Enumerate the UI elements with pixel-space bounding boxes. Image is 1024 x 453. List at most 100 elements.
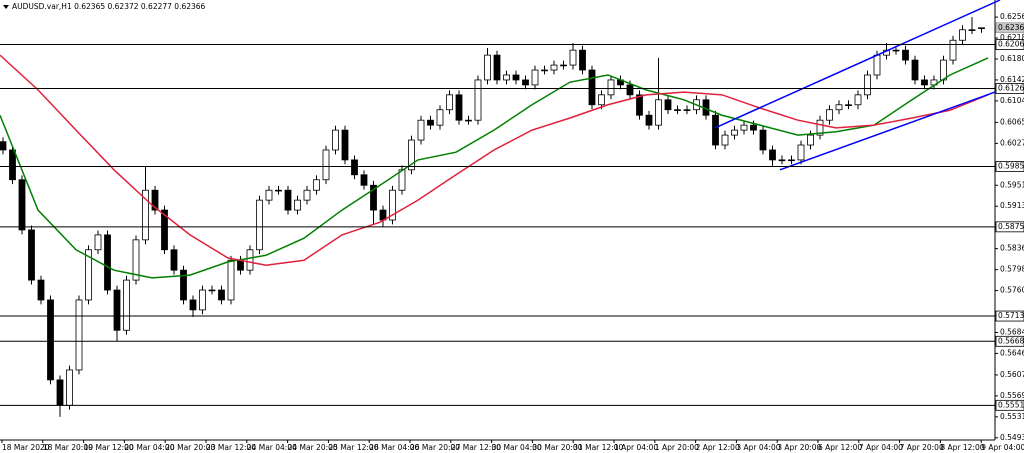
candle-body [826, 109, 833, 121]
x-tick-label: 20 Mar 20:00 [165, 443, 215, 452]
candle-body [56, 379, 64, 406]
x-tick-label: 7 Apr 20:00 [900, 443, 944, 452]
candle-body [370, 184, 377, 211]
level-label-box [995, 161, 1024, 172]
candle-body [750, 124, 757, 131]
candle-body [104, 234, 111, 291]
candle-body [436, 109, 444, 126]
chart-title: AUDUSD.var,H1 0.62365 0.62372 0.62277 0.… [12, 2, 206, 11]
candle-body [123, 279, 130, 331]
x-tick-label: 18 Mar 2020 [2, 443, 50, 452]
x-tick-label: 3 Apr 20:00 [777, 443, 821, 452]
x-tick-label: 6 Apr 12:00 [818, 443, 862, 452]
candle-body [978, 27, 985, 29]
candle-body [569, 49, 577, 66]
price-label: 0.62366 [998, 23, 1024, 32]
candle-body [275, 189, 282, 192]
candle-body [313, 179, 320, 191]
candle-body [427, 119, 434, 126]
menu-arrow[interactable] [3, 5, 9, 9]
candle-body [921, 79, 928, 86]
candle-body [788, 159, 795, 162]
candle-body [636, 94, 643, 116]
level-label-box [995, 399, 1024, 411]
level-label-box [995, 39, 1024, 50]
candle-body [579, 49, 586, 71]
candle-body [284, 189, 292, 211]
candle-body [683, 109, 691, 111]
x-tick-label: 26 Mar 04:00 [369, 443, 419, 452]
x-tick-label: 31 Mar 12:00 [573, 443, 623, 452]
candle-body [664, 99, 672, 111]
candle-body [246, 249, 254, 271]
candle-body [408, 139, 415, 171]
candle-body [265, 189, 273, 201]
candle-body [47, 299, 54, 381]
candle-body [332, 129, 339, 151]
moving-average [0, 57, 989, 279]
candle-body [626, 84, 634, 96]
level-label-box [995, 83, 1024, 94]
candle-body [778, 159, 786, 162]
x-tick-label: 24 Mar 04:00 [247, 443, 297, 452]
candle-body [28, 229, 35, 281]
candle-body [189, 299, 197, 311]
level-label-box [995, 310, 1024, 322]
candle-body [797, 144, 805, 161]
level-label: 0.62062 [998, 40, 1024, 49]
candle-body [493, 54, 501, 81]
candle-body [218, 289, 225, 301]
candle-body [484, 54, 491, 81]
level-label-box [995, 335, 1024, 347]
level-label: 0.55519 [998, 400, 1024, 409]
x-tick-label: 25 Mar 12:00 [328, 443, 378, 452]
candle-body [598, 94, 605, 106]
candle-body [455, 94, 463, 121]
candle-body [66, 369, 73, 406]
x-tick-label: 24 Mar 20:00 [288, 443, 338, 452]
candle-body [968, 29, 976, 31]
x-tick-label: 2 Apr 12:00 [696, 443, 740, 452]
level-label-box [995, 221, 1024, 233]
trend-line [779, 91, 996, 171]
level-label: 0.61264 [998, 84, 1024, 93]
x-tick-label: 1 Apr 20:00 [655, 443, 699, 452]
candle-body [227, 259, 235, 301]
candle-body [294, 199, 301, 211]
level-label: 0.57138 [998, 311, 1024, 320]
candle-body [446, 94, 453, 111]
candle-body [835, 104, 843, 111]
candle-body [541, 69, 548, 72]
candle-body [132, 239, 140, 281]
x-tick-label: 9 Apr 04:00 [981, 443, 1024, 452]
candle-body [512, 74, 520, 81]
x-tick-label: 20 Mar 04:00 [124, 443, 174, 452]
candle-body [256, 199, 263, 251]
candle-body [341, 129, 349, 161]
x-tick-label: 23 Mar 12:00 [206, 443, 256, 452]
x-tick-label: 27 Mar 12:00 [451, 443, 501, 452]
candle-body [807, 134, 814, 146]
candle-body [94, 234, 102, 251]
candle-body [85, 249, 92, 301]
candle-body [949, 39, 957, 61]
candle-body [237, 259, 244, 271]
candle-body [474, 79, 482, 121]
candle-body [588, 69, 596, 106]
candle-body [351, 159, 358, 176]
price-label-box [995, 22, 1024, 34]
candle-body [864, 74, 871, 96]
x-tick-label: 8 Apr 12:00 [940, 443, 984, 452]
